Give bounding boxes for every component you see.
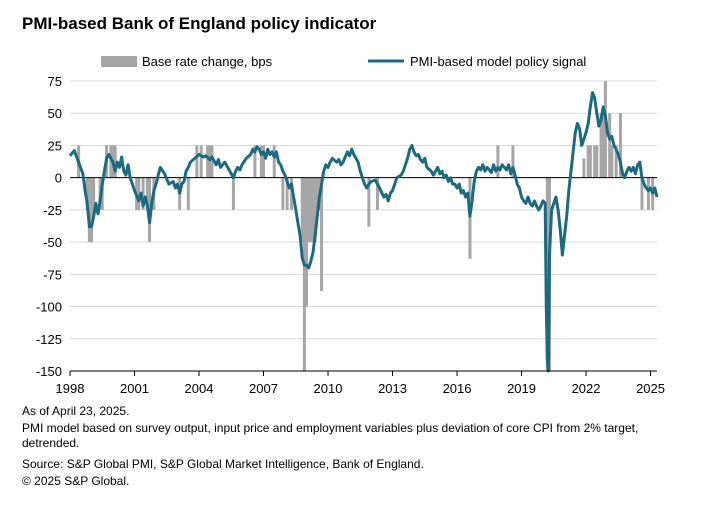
y-tick-labels: 75 50 25 0 -25 -50 -75 -100 -125 -150 xyxy=(36,74,62,379)
legend-line-label: PMI-based model policy signal xyxy=(410,54,586,69)
bar xyxy=(85,177,89,210)
x-tick-label: 2022 xyxy=(572,381,601,396)
y-tick-label: 75 xyxy=(48,74,62,89)
bar xyxy=(313,177,317,243)
bar xyxy=(593,145,597,178)
bar xyxy=(640,177,644,210)
bar xyxy=(262,145,266,178)
bar xyxy=(199,145,203,178)
note-model: PMI model based on survey output, input … xyxy=(22,421,639,450)
x-tick-label: 2013 xyxy=(378,381,407,396)
legend-bar-swatch xyxy=(101,56,137,67)
bar xyxy=(586,145,590,178)
y-tick-label: -50 xyxy=(43,235,62,250)
bar xyxy=(307,177,311,243)
signal-line xyxy=(68,91,659,373)
x-tick-label: 2010 xyxy=(314,381,343,396)
x-tick-labels: 1998 2001 2004 2007 2010 2013 2016 2019 2022 2025 xyxy=(56,370,665,396)
y-tick-label: -25 xyxy=(43,203,62,218)
bar xyxy=(137,177,141,210)
note-copyright: © 2025 S&P Global. xyxy=(22,474,130,488)
bar xyxy=(309,177,313,243)
bar xyxy=(603,81,607,178)
bar-series xyxy=(77,81,655,371)
y-tick-label: 50 xyxy=(48,106,62,121)
bar xyxy=(231,177,235,210)
legend-bar-label: Base rate change, bps xyxy=(142,54,273,69)
bar xyxy=(646,177,650,210)
y-tick-label: 0 xyxy=(55,171,62,186)
bar xyxy=(285,177,289,210)
x-tick-label: 1998 xyxy=(56,381,85,396)
bar xyxy=(87,177,91,243)
bar xyxy=(315,177,319,210)
bar xyxy=(186,177,190,210)
bar xyxy=(208,145,212,178)
chart-title: PMI-based Bank of England policy indicat… xyxy=(22,14,377,33)
gridlines xyxy=(70,80,657,372)
x-tick-label: 2001 xyxy=(120,381,149,396)
bar xyxy=(601,113,605,178)
bar xyxy=(253,145,257,178)
bar xyxy=(610,145,614,178)
bar xyxy=(281,177,285,210)
bar xyxy=(259,145,263,178)
bar xyxy=(496,145,500,178)
bar xyxy=(320,177,324,292)
bar xyxy=(300,177,304,243)
legend: Base rate change, bps PMI-based model po… xyxy=(101,54,586,69)
x-tick-label: 2025 xyxy=(636,381,665,396)
bar xyxy=(305,177,309,307)
bar xyxy=(618,113,622,178)
bar xyxy=(311,177,315,243)
y-tick-label: -100 xyxy=(36,300,62,315)
bar xyxy=(113,145,117,178)
bar xyxy=(468,177,472,259)
x-tick-label: 2016 xyxy=(443,381,472,396)
note-source: Source: S&P Global PMI, S&P Global Marke… xyxy=(22,457,424,471)
x-tick-label: 2004 xyxy=(185,381,214,396)
bar xyxy=(109,145,113,178)
bar xyxy=(195,145,199,178)
bar xyxy=(582,158,586,178)
y-tick-label: 25 xyxy=(48,138,62,153)
y-tick-label: -150 xyxy=(36,364,62,379)
bar xyxy=(302,177,306,371)
bar xyxy=(141,177,145,210)
bar xyxy=(614,145,618,178)
note-as-of: As of April 23, 2025. xyxy=(22,404,130,418)
bar xyxy=(608,113,612,178)
y-tick-label: -125 xyxy=(36,332,62,347)
bar xyxy=(90,177,94,243)
bar xyxy=(145,177,149,210)
bar xyxy=(599,113,603,178)
bar xyxy=(375,177,379,210)
x-tick-label: 2019 xyxy=(507,381,536,396)
bar xyxy=(289,177,293,210)
x-tick-label: 2007 xyxy=(249,381,278,396)
bar xyxy=(367,177,371,227)
y-tick-label: -75 xyxy=(43,267,62,282)
bar xyxy=(272,145,276,178)
bar xyxy=(210,145,214,178)
bar xyxy=(92,177,96,210)
bar xyxy=(595,145,599,178)
bar xyxy=(206,145,210,178)
bar xyxy=(588,145,592,178)
chart-svg: Base rate change, bps PMI-based model po… xyxy=(36,54,665,396)
bar xyxy=(511,145,515,178)
